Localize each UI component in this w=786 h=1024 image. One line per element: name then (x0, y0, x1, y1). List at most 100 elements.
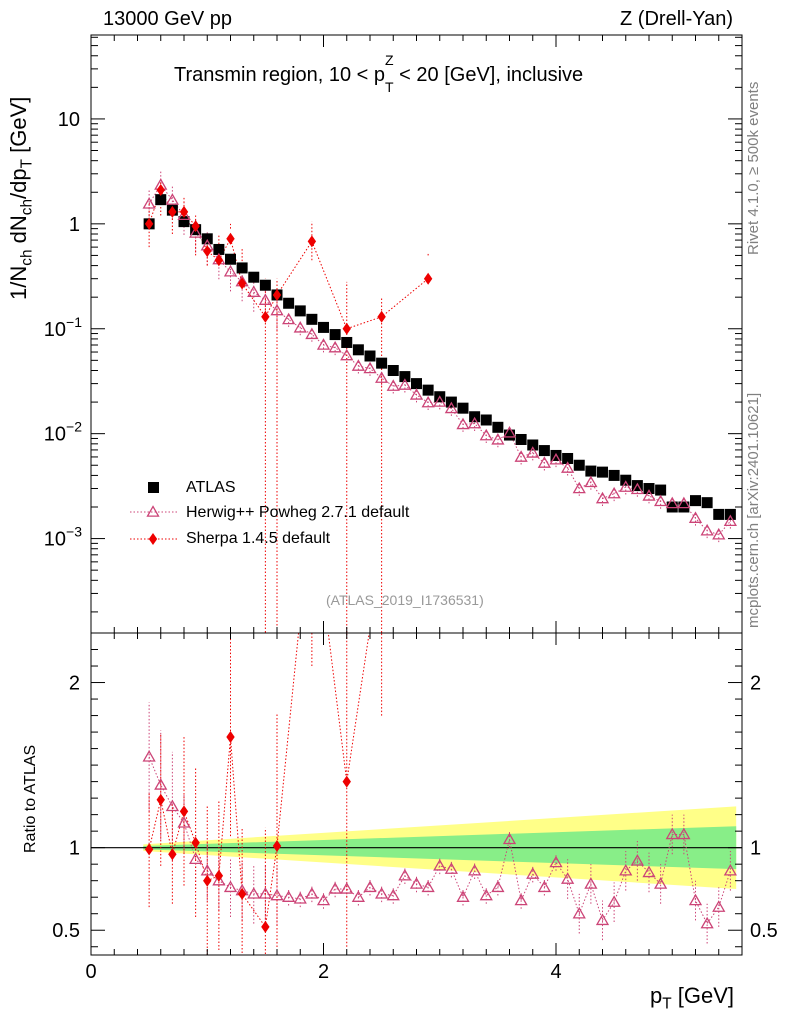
herwig-ratio-point (316, 893, 331, 906)
herwig-ratio-point (444, 862, 458, 874)
atlas-point (585, 465, 597, 477)
sherpa-point (226, 232, 235, 245)
plot-title: Transmin region, 10 < pT Z < 20 [GeV], in… (174, 52, 584, 95)
atlas-point (259, 279, 271, 291)
atlas-point (155, 194, 167, 206)
herwig-point (654, 494, 668, 507)
herwig-point (363, 361, 377, 374)
herwig-ratio-point (526, 867, 540, 879)
atlas-point (631, 480, 643, 492)
herwig-ratio-point (375, 887, 389, 899)
sherpa-ratio-point (168, 848, 177, 861)
herwig-point (468, 416, 482, 429)
atlas-point (492, 421, 504, 433)
sherpa-point (272, 288, 282, 301)
main-panel (142, 171, 737, 633)
herwig-point (177, 208, 191, 221)
legend-marker-atlas (148, 482, 159, 493)
atlas-point (597, 466, 608, 478)
herwig-point (712, 527, 726, 540)
y-tick-label-ratio-right: 0.5 (750, 920, 778, 942)
herwig-point (630, 482, 644, 495)
ratio-panel (91, 633, 742, 955)
sherpa-point (156, 184, 165, 197)
herwig-ratio-point (677, 827, 691, 840)
herwig-ratio-point (293, 892, 307, 904)
atlas-point (329, 329, 341, 341)
herwig-ratio-point (258, 887, 272, 899)
herwig-point (456, 417, 470, 430)
sherpa-ratio-point (272, 840, 282, 853)
sherpa-point (214, 254, 224, 267)
herwig-ratio-point (409, 877, 424, 889)
herwig-ratio-point (398, 868, 412, 881)
analysis-id: (ATLAS_2019_I1736531) (326, 592, 484, 608)
herwig-point (514, 450, 528, 462)
atlas-point (178, 216, 190, 228)
herwig-point (491, 432, 505, 445)
herwig-ratio-point (340, 882, 354, 894)
sherpa-ratio-point (261, 920, 270, 933)
herwig-ratio-point (595, 913, 610, 926)
herwig-point (595, 491, 610, 504)
sherpa-point (203, 245, 212, 258)
herwig-point (247, 285, 261, 297)
sherpa-ratio-line (148, 633, 370, 929)
y-tick-label-ratio-right: 2 (750, 673, 761, 695)
legend-label-herwig: Herwig++ Powheg 2.7.1 default (186, 504, 410, 521)
atlas-point (387, 365, 399, 377)
atlas-point (608, 469, 620, 481)
atlas-point (643, 483, 655, 495)
atlas-point (306, 313, 318, 325)
sherpa-point (168, 205, 177, 218)
herwig-point (607, 486, 621, 499)
sherpa-point (307, 235, 317, 248)
sherpa-ratio-point (191, 836, 200, 849)
x-axis-label: pT [GeV] (650, 983, 735, 1013)
herwig-ratio-point (688, 893, 703, 906)
herwig-point (537, 456, 551, 468)
herwig-ratio-point (584, 877, 598, 889)
herwig-ratio-point (270, 888, 284, 901)
herwig-point (305, 327, 319, 340)
y-tick-label-main: 1 (69, 214, 80, 236)
herwig-point (688, 511, 703, 523)
herwig-ratio-point (514, 893, 528, 906)
herwig-point (328, 340, 342, 353)
herwig-point (386, 379, 400, 391)
y-tick-label-ratio: 0.5 (52, 920, 80, 942)
sherpa-point (261, 310, 270, 323)
header-left: 13000 GeV pp (103, 8, 232, 30)
herwig-point (561, 461, 575, 473)
herwig-ratio-point (305, 887, 319, 899)
herwig-ratio-point (282, 890, 296, 902)
herwig-ratio-point (223, 880, 238, 893)
herwig-ratio-point (491, 880, 505, 893)
herwig-point (619, 480, 633, 492)
y-tick-label-main: 10−2 (44, 419, 82, 446)
atlas-point (411, 378, 422, 390)
atlas-point (457, 402, 469, 414)
x-tick-label: 2 (318, 961, 329, 983)
herwig-ratio-point (212, 873, 226, 886)
atlas-point (399, 371, 411, 383)
sherpa-point (237, 277, 247, 290)
atlas-point (341, 336, 353, 348)
rivet-version: Rivet 4.1.0, ≥ 500k events (745, 81, 762, 255)
atlas-point (422, 384, 434, 396)
herwig-ratio-point (723, 863, 737, 876)
herwig-point (572, 481, 586, 494)
atlas-point (713, 508, 725, 520)
y-tick-label-main: 10−1 (44, 314, 82, 341)
herwig-ratio-point (247, 887, 261, 899)
herwig-point (444, 401, 458, 414)
sherpa-ratio-point (144, 843, 154, 856)
herwig-point (375, 371, 389, 383)
herwig-ratio-point (502, 832, 517, 845)
atlas-point (620, 474, 632, 486)
herwig-ratio-point (654, 877, 668, 889)
herwig-ratio-point (328, 882, 342, 894)
sherpa-point (342, 322, 351, 335)
herwig-point (398, 378, 412, 390)
herwig-point (526, 446, 540, 458)
